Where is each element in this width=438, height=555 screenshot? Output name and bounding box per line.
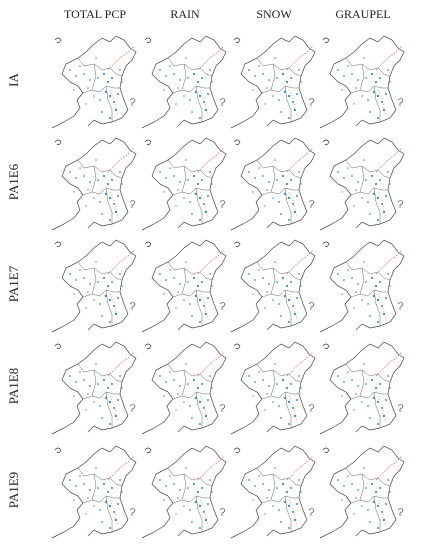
row-label: PA1E9 (6, 472, 21, 508)
row-label: IA (6, 73, 21, 87)
map-panel (319, 35, 405, 129)
map-panel (51, 445, 137, 539)
map-panel (141, 445, 227, 539)
map-panel (141, 341, 227, 435)
map-panel (230, 445, 316, 539)
column-header: TOTAL PCP (64, 7, 126, 21)
map-panel (319, 445, 405, 539)
map-panel (319, 137, 405, 231)
map-panel (51, 341, 137, 435)
column-header: SNOW (256, 7, 292, 21)
map-panel (230, 137, 316, 231)
map-panel (319, 341, 405, 435)
map-panel (230, 341, 316, 435)
map-panel (230, 239, 316, 333)
map-panel (141, 35, 227, 129)
row-label: PA1E8 (6, 368, 21, 404)
row-label: PA1E6 (6, 163, 21, 200)
row-label: PA1E7 (6, 265, 21, 302)
column-header: RAIN (170, 7, 200, 21)
map-panel (51, 137, 137, 231)
map-panel (51, 239, 137, 333)
map-panel (141, 239, 227, 333)
column-header: GRAUPEL (335, 7, 390, 21)
map-panel (51, 35, 137, 129)
map-panel (230, 35, 316, 129)
map-panel (319, 239, 405, 333)
map-panel (141, 137, 227, 231)
